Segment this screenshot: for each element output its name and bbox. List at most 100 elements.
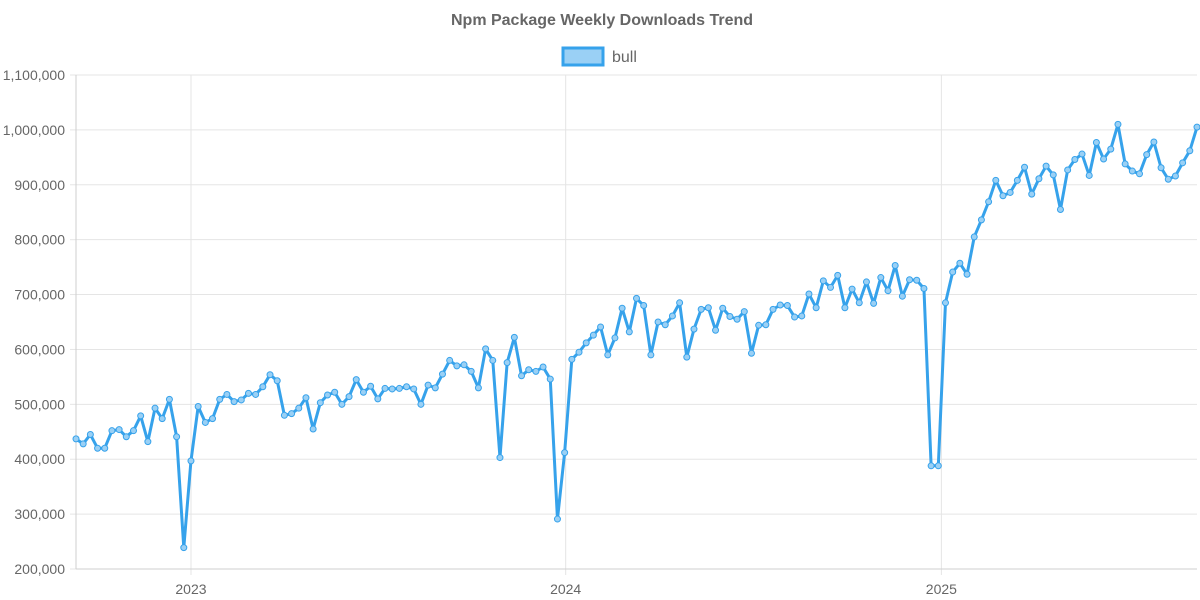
- data-point[interactable]: [906, 276, 914, 284]
- data-point[interactable]: [223, 390, 231, 398]
- data-point[interactable]: [338, 400, 346, 408]
- data-point[interactable]: [144, 438, 152, 446]
- data-point[interactable]: [532, 367, 540, 375]
- data-point[interactable]: [1128, 167, 1136, 175]
- data-point[interactable]: [467, 367, 475, 375]
- data-point[interactable]: [1157, 164, 1165, 172]
- data-point[interactable]: [740, 308, 748, 316]
- data-point[interactable]: [697, 305, 705, 313]
- data-point[interactable]: [985, 198, 993, 206]
- data-point[interactable]: [827, 283, 835, 291]
- data-point[interactable]: [309, 425, 317, 433]
- data-point[interactable]: [230, 398, 238, 406]
- data-point[interactable]: [266, 371, 274, 379]
- data-point[interactable]: [316, 399, 324, 407]
- data-point[interactable]: [1056, 205, 1064, 213]
- data-point[interactable]: [295, 404, 303, 412]
- data-point[interactable]: [129, 427, 137, 435]
- data-point[interactable]: [812, 304, 820, 312]
- data-point[interactable]: [604, 351, 612, 359]
- data-point[interactable]: [158, 415, 166, 423]
- data-point[interactable]: [474, 384, 482, 392]
- data-point[interactable]: [1064, 166, 1072, 174]
- data-point[interactable]: [252, 390, 260, 398]
- data-point[interactable]: [1179, 159, 1187, 167]
- data-point[interactable]: [582, 339, 590, 347]
- data-point[interactable]: [668, 312, 676, 320]
- data-point[interactable]: [726, 313, 734, 321]
- data-point[interactable]: [331, 388, 339, 396]
- data-point[interactable]: [352, 376, 360, 384]
- data-point[interactable]: [690, 325, 698, 333]
- data-point[interactable]: [999, 192, 1007, 200]
- data-point[interactable]: [977, 216, 985, 224]
- data-point[interactable]: [1092, 139, 1100, 147]
- data-point[interactable]: [216, 395, 224, 403]
- data-point[interactable]: [1028, 190, 1036, 198]
- data-point[interactable]: [518, 372, 526, 380]
- data-point[interactable]: [1114, 120, 1122, 128]
- data-point[interactable]: [561, 449, 569, 457]
- data-point[interactable]: [956, 259, 964, 267]
- data-point[interactable]: [288, 410, 296, 418]
- data-point[interactable]: [877, 274, 885, 282]
- data-point[interactable]: [704, 304, 712, 312]
- data-point[interactable]: [920, 285, 928, 293]
- data-point[interactable]: [776, 301, 784, 309]
- data-point[interactable]: [180, 544, 188, 552]
- data-point[interactable]: [553, 515, 561, 523]
- data-point[interactable]: [259, 383, 267, 391]
- data-point[interactable]: [108, 427, 116, 435]
- data-point[interactable]: [992, 176, 1000, 184]
- data-point[interactable]: [855, 299, 863, 307]
- legend-swatch[interactable]: [561, 46, 605, 67]
- data-point[interactable]: [374, 395, 382, 403]
- data-point[interactable]: [862, 278, 870, 286]
- data-point[interactable]: [417, 400, 425, 408]
- data-point[interactable]: [546, 375, 554, 383]
- data-point[interactable]: [410, 385, 418, 393]
- data-point[interactable]: [848, 285, 856, 293]
- data-point[interactable]: [1186, 147, 1194, 155]
- data-point[interactable]: [101, 444, 109, 452]
- data-point[interactable]: [683, 353, 691, 361]
- data-point[interactable]: [1013, 176, 1021, 184]
- data-point[interactable]: [870, 299, 878, 307]
- data-point[interactable]: [618, 304, 626, 312]
- data-point[interactable]: [1078, 150, 1086, 158]
- data-point[interactable]: [834, 271, 842, 279]
- data-point[interactable]: [280, 411, 288, 419]
- data-point[interactable]: [539, 363, 547, 371]
- data-point[interactable]: [970, 233, 978, 241]
- data-point[interactable]: [647, 351, 655, 359]
- data-point[interactable]: [661, 321, 669, 329]
- data-point[interactable]: [359, 388, 367, 396]
- data-point[interactable]: [187, 457, 195, 465]
- data-point[interactable]: [1171, 172, 1179, 180]
- data-point[interactable]: [482, 345, 490, 353]
- data-point[interactable]: [115, 426, 123, 434]
- data-point[interactable]: [783, 302, 791, 310]
- data-point[interactable]: [151, 404, 159, 412]
- data-point[interactable]: [446, 356, 454, 364]
- data-point[interactable]: [244, 389, 252, 397]
- data-point[interactable]: [1085, 171, 1093, 179]
- data-point[interactable]: [324, 391, 332, 399]
- data-point[interactable]: [345, 393, 353, 401]
- data-point[interactable]: [237, 396, 245, 404]
- data-point[interactable]: [1143, 151, 1151, 159]
- data-point[interactable]: [676, 299, 684, 307]
- data-point[interactable]: [1042, 162, 1050, 170]
- data-point[interactable]: [510, 333, 518, 341]
- data-point[interactable]: [209, 415, 217, 423]
- data-point[interactable]: [1164, 175, 1172, 183]
- data-point[interactable]: [86, 431, 94, 439]
- data-point[interactable]: [913, 276, 921, 284]
- data-point[interactable]: [302, 394, 310, 402]
- data-point[interactable]: [898, 292, 906, 300]
- data-point[interactable]: [1100, 155, 1108, 163]
- data-point[interactable]: [805, 290, 813, 298]
- data-point[interactable]: [941, 299, 949, 307]
- data-point[interactable]: [496, 454, 504, 462]
- data-point[interactable]: [747, 349, 755, 357]
